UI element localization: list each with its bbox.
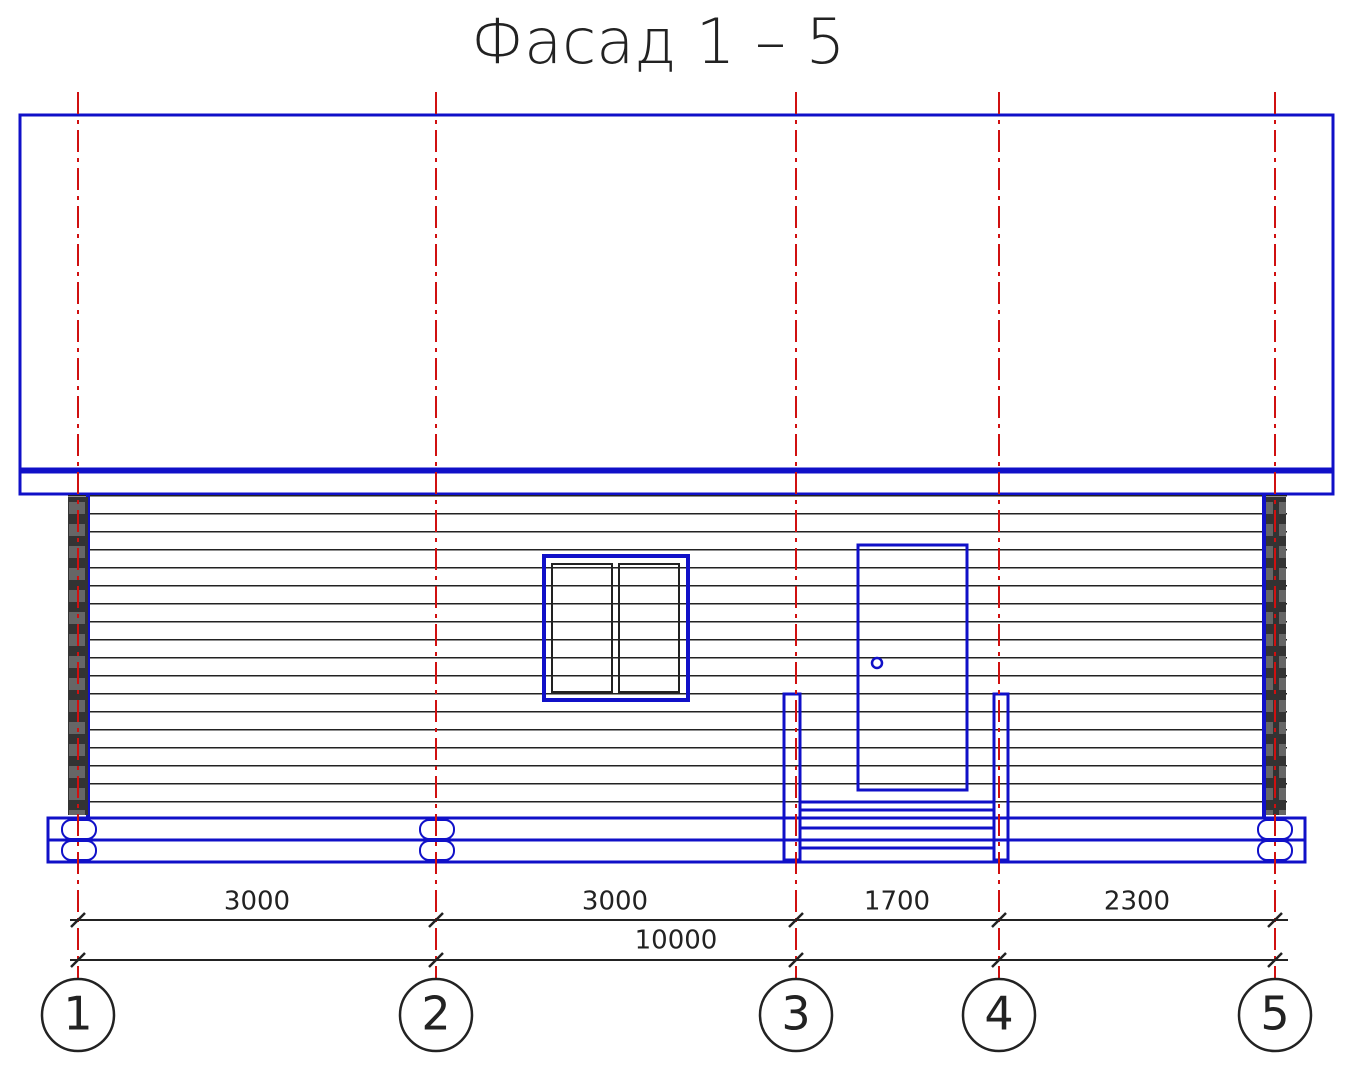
dimension-tick — [991, 952, 1007, 968]
dimension-tick — [70, 912, 86, 928]
axis-bubble — [758, 977, 834, 1053]
axis-bubble — [1237, 977, 1313, 1053]
dimension-lines — [70, 919, 1288, 961]
dimension-tick — [1267, 952, 1283, 968]
porch — [782, 692, 1010, 862]
dimension-label: 1700 — [864, 887, 930, 917]
dimension-tick — [788, 952, 804, 968]
title: Фасад 1 – 5 — [471, 5, 845, 78]
dimension-tick — [70, 952, 86, 968]
axis-label: 4 — [984, 987, 1013, 1041]
dimension-tick — [428, 952, 444, 968]
window — [542, 554, 690, 702]
axes: 1 2 3 4 5 — [40, 92, 1313, 1053]
foundation — [46, 816, 1307, 864]
dimension-label: 2300 — [1104, 887, 1170, 917]
axis-label: 2 — [421, 987, 450, 1041]
axis-bubble — [40, 977, 116, 1053]
dimension-label: 3000 — [582, 887, 648, 917]
wall — [68, 495, 1287, 818]
roof — [18, 113, 1335, 472]
axis-bubble — [961, 977, 1037, 1053]
axis-label: 3 — [781, 987, 810, 1041]
axis-label: 1 — [63, 987, 92, 1041]
axis-bubble — [398, 977, 474, 1053]
fascia — [18, 470, 1335, 496]
door — [856, 543, 969, 792]
dimension-tick — [788, 912, 804, 928]
dimension-label: 3000 — [224, 887, 290, 917]
dimension-tick — [1267, 912, 1283, 928]
total-dimension-label: 10000 — [635, 926, 718, 956]
dimension-tick — [428, 912, 444, 928]
dimension-tick — [991, 912, 1007, 928]
axis-label: 5 — [1260, 987, 1289, 1041]
